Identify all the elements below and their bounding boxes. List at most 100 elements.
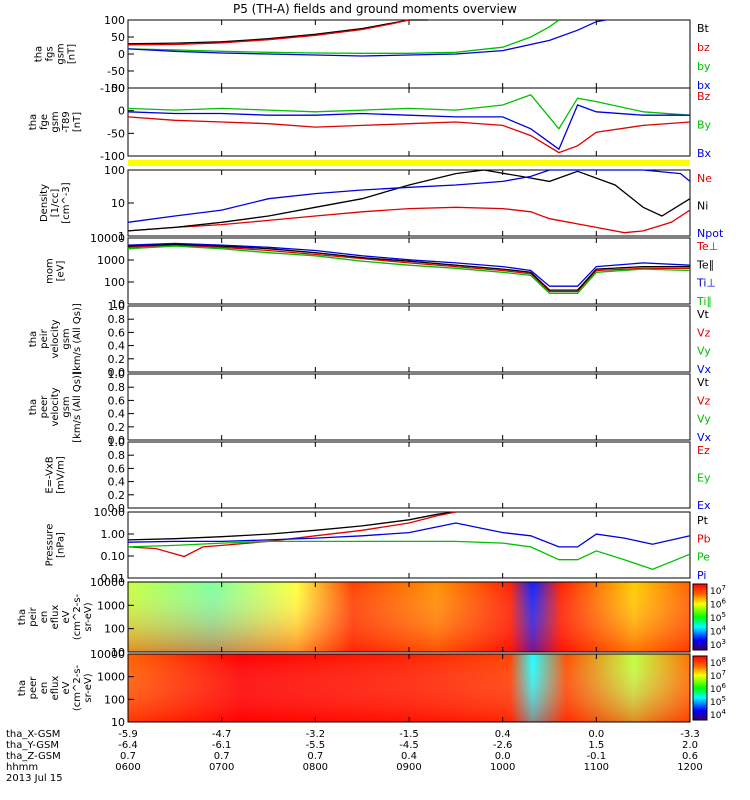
colorbar-tick-label: 105: [710, 695, 726, 708]
y-tick-label: 1.0: [108, 436, 126, 449]
colorbar-tick-label: 104: [710, 708, 726, 721]
series-line-bz: [127, 19, 410, 46]
panel-density: 100 10 1 Density [1/cc] [cm^-3] Ne Ni Npot: [39, 164, 724, 243]
series-line-by: [127, 19, 560, 54]
panel-frame: [127, 19, 691, 89]
legend-entry: Vx: [697, 363, 712, 376]
y-axis-label: E=-VxB: [45, 456, 56, 493]
y-axis-label: eV: [61, 681, 72, 694]
series-line-Pe: [127, 540, 691, 570]
legend-entry: Ne: [697, 172, 712, 185]
legend-entry: Vy: [697, 413, 711, 426]
y-tick-label: 0.01: [101, 572, 126, 585]
ephemeris-label: tha_Z-GSM: [6, 751, 61, 762]
y-axis-label: peir: [28, 606, 39, 626]
y-axis-label: tha: [28, 114, 39, 130]
ephemeris-label: 2013 Jul 15: [6, 773, 63, 784]
y-axis-label: eV: [61, 610, 72, 623]
y-tick-label: 0.8: [108, 449, 126, 462]
colorbar-tick-label: 106: [710, 598, 726, 611]
legend-entry: Ez: [697, 444, 710, 457]
ephemeris-value: 0.7: [307, 751, 323, 762]
ephemeris-value: -3.2: [306, 729, 326, 740]
ephemeris-value: 0800: [303, 762, 328, 773]
ephemeris-value: -3.3: [680, 729, 700, 740]
ephemeris-value: -5.5: [306, 740, 326, 751]
panel-frame: [127, 169, 691, 237]
y-tick-label: 0.2: [108, 489, 126, 502]
y-tick-label: 1000: [97, 254, 125, 267]
series-line-Te⊥: [127, 244, 690, 293]
y-tick-label: 10: [111, 197, 125, 210]
ephemeris-label: tha_X-GSM: [6, 729, 60, 740]
series-line-Ne: [127, 206, 691, 234]
series-line-Npot: [127, 169, 691, 223]
y-tick-label: 10000: [90, 232, 125, 245]
ephemeris-value: 1200: [677, 762, 702, 773]
data-gap-bar: [128, 160, 690, 166]
y-tick-label: 10: [111, 646, 125, 659]
series-line-Pb: [127, 511, 456, 558]
panel-frame: [127, 441, 691, 509]
series-line-Pi: [127, 522, 691, 548]
series-line-Bt: [127, 19, 428, 45]
y-axis-label: tha: [28, 331, 39, 347]
ephemeris-value: 0.6: [682, 751, 698, 762]
series-line-Bz: [127, 116, 691, 154]
y-axis-label: [nT]: [72, 112, 83, 132]
y-axis-label: gsm: [50, 111, 61, 132]
panel-pressure: 10.00 1.00 0.10 0.01 Pressure [nPa] Pt Pb Pe Pi: [45, 506, 711, 585]
y-axis-label: tha: [17, 609, 28, 625]
series-line-Ni: [127, 169, 691, 232]
panel-frame: [127, 373, 691, 441]
legend-entry: by: [697, 60, 711, 73]
y-axis-label: velocity: [50, 319, 61, 358]
y-tick-label: 0.8: [108, 313, 126, 326]
ephemeris-value: -6.4: [118, 740, 138, 751]
y-axis-label: fge: [39, 114, 50, 130]
legend-entry: Vz: [697, 326, 711, 339]
y-axis-label: [nT]: [67, 44, 78, 64]
colorbar-tick-label: 107: [710, 669, 726, 682]
y-axis-label: [cm^-3]: [61, 182, 72, 223]
y-tick-label: 0.10: [101, 550, 126, 563]
legend-entry: Bt: [697, 22, 710, 35]
colorbar-tick-label: 103: [710, 638, 726, 651]
ephemeris-value: -6.1: [212, 740, 232, 751]
y-axis-label: mom: [45, 258, 56, 284]
ephemeris-value: 1100: [584, 762, 609, 773]
ephemeris-value: 0.0: [495, 751, 511, 762]
y-axis-label: [eV]: [56, 261, 67, 282]
legend-entry: Vz: [697, 394, 711, 407]
ephemeris-value: -4.5: [399, 740, 419, 751]
legend-entry: Bx: [697, 147, 712, 160]
colorbar-tick-label: 104: [710, 625, 726, 638]
legend-entry: Npot: [697, 227, 724, 240]
y-tick-label: 0.4: [108, 408, 126, 421]
series-line-Pt: [127, 511, 456, 541]
colorbar-tick-label: 106: [710, 682, 726, 695]
legend-entry: Vx: [697, 431, 712, 444]
series-line-Ti⊥: [127, 242, 691, 287]
y-tick-label: 0.6: [108, 462, 126, 475]
ephemeris-value: 1.5: [588, 740, 604, 751]
y-tick-label: 100: [104, 164, 125, 177]
colorbar-tick-label: 108: [710, 656, 726, 669]
ephemeris-value: -2.6: [493, 740, 513, 751]
ephemeris-value: 0900: [396, 762, 421, 773]
legend-entry: Pi: [697, 569, 706, 582]
legend-entry: Ex: [697, 499, 711, 512]
y-tick-label: -50: [107, 65, 125, 78]
y-tick-label: 10: [111, 716, 125, 729]
y-axis-label: [nPa]: [56, 532, 67, 558]
legend-entry: Bz: [697, 90, 711, 103]
y-tick-label: 50: [111, 82, 125, 95]
y-tick-label: 0.0: [108, 366, 126, 379]
legend-entry: Vt: [697, 376, 710, 389]
ephemeris-value: 0.7: [120, 751, 136, 762]
